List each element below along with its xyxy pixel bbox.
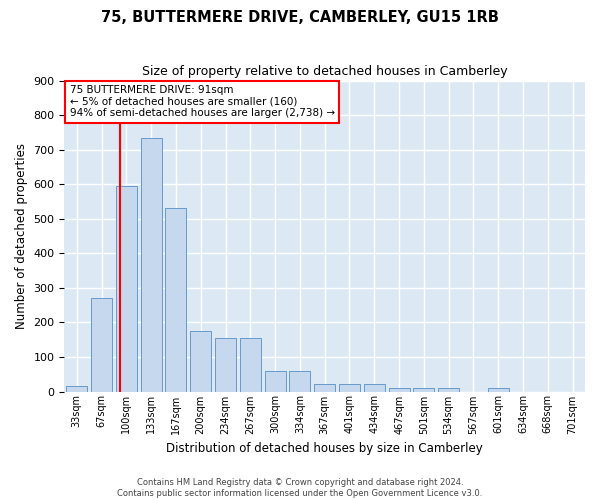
Bar <box>190 331 211 392</box>
Title: Size of property relative to detached houses in Camberley: Size of property relative to detached ho… <box>142 65 508 78</box>
Bar <box>314 384 335 392</box>
Bar <box>240 338 261 392</box>
Bar <box>389 388 410 392</box>
Text: 75 BUTTERMERE DRIVE: 91sqm
← 5% of detached houses are smaller (160)
94% of semi: 75 BUTTERMERE DRIVE: 91sqm ← 5% of detac… <box>70 85 335 118</box>
Text: Contains HM Land Registry data © Crown copyright and database right 2024.
Contai: Contains HM Land Registry data © Crown c… <box>118 478 482 498</box>
Bar <box>116 186 137 392</box>
Bar <box>215 338 236 392</box>
Text: 75, BUTTERMERE DRIVE, CAMBERLEY, GU15 1RB: 75, BUTTERMERE DRIVE, CAMBERLEY, GU15 1R… <box>101 10 499 25</box>
Bar <box>339 384 360 392</box>
Bar <box>413 388 434 392</box>
X-axis label: Distribution of detached houses by size in Camberley: Distribution of detached houses by size … <box>166 442 483 455</box>
Bar <box>289 371 310 392</box>
Y-axis label: Number of detached properties: Number of detached properties <box>15 143 28 329</box>
Bar <box>438 388 459 392</box>
Bar <box>364 384 385 392</box>
Bar <box>140 138 162 392</box>
Bar <box>66 386 88 392</box>
Bar <box>166 208 187 392</box>
Bar <box>265 371 286 392</box>
Bar <box>91 298 112 392</box>
Bar <box>488 388 509 392</box>
